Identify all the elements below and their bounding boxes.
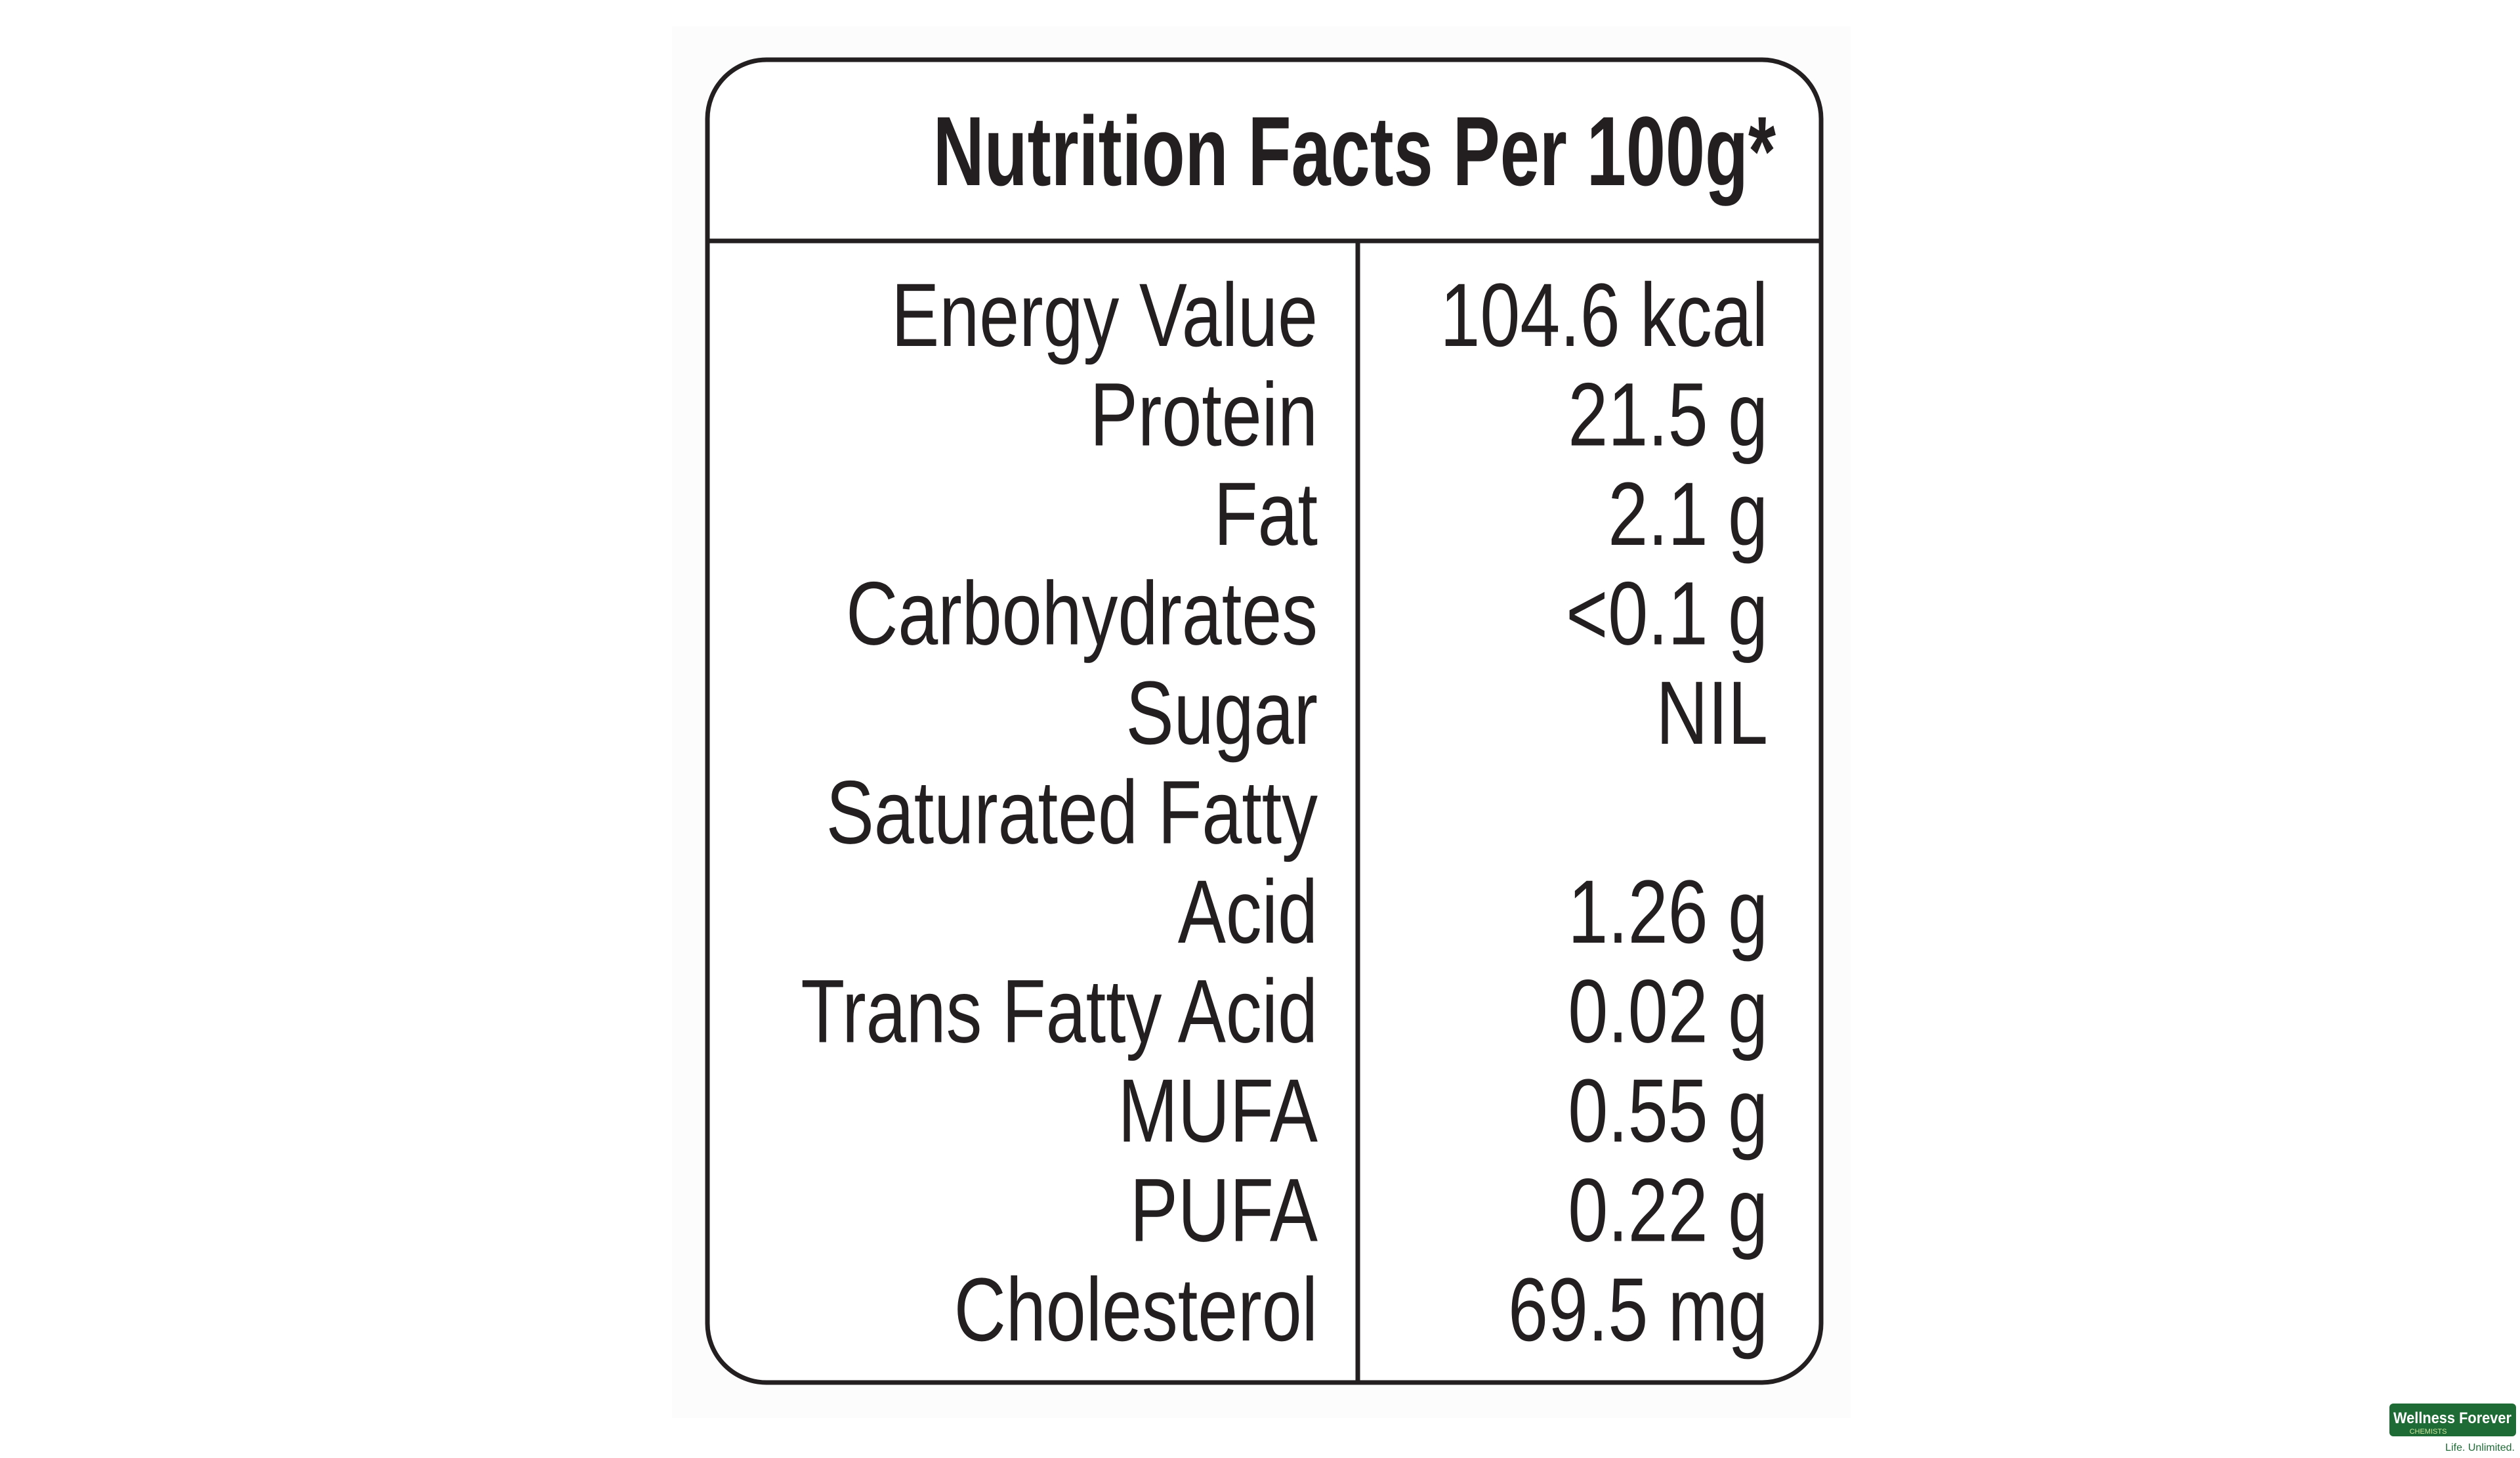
row-value: 104.6 kcal [1440,265,1768,365]
row-label: MUFA [1118,1061,1318,1161]
logo-subtitle: CHEMISTS [2410,1428,2447,1436]
table-title: Nutrition Facts Per 100g* [933,96,1776,207]
row-label: Protein [1090,365,1318,465]
logo-badge [2389,1404,2516,1436]
row-value: 2.1 g [1608,464,1768,564]
row-value: 21.5 g [1568,365,1768,465]
row-label: Carbohydrates [846,564,1318,664]
row-label: Cholesterol [954,1260,1318,1360]
row-label: Sugar [1126,663,1318,763]
logo-name: Wellness Forever [2393,1409,2511,1427]
row-label: PUFA [1130,1161,1318,1260]
row-value: 0.55 g [1568,1061,1768,1161]
row-label: Saturated Fatty [826,763,1318,863]
row-value: 1.26 g [1568,862,1768,962]
row-label: Fat [1214,464,1318,564]
row-value: 0.22 g [1568,1161,1768,1260]
row-value: <0.1 g [1566,564,1768,664]
row-value: NIL [1656,663,1768,763]
row-label: Energy Value [891,265,1318,365]
logo: Wellness Forever CHEMISTS Life. Unlimite… [2389,1404,2516,1453]
row-value: 69.5 mg [1508,1260,1768,1360]
logo-tagline: Life. Unlimited. [2445,1442,2515,1453]
table-border [705,57,1824,1385]
row-value: 0.02 g [1568,962,1768,1061]
row-label: Acid [1178,862,1318,962]
row-label: Trans Fatty Acid [801,962,1318,1061]
